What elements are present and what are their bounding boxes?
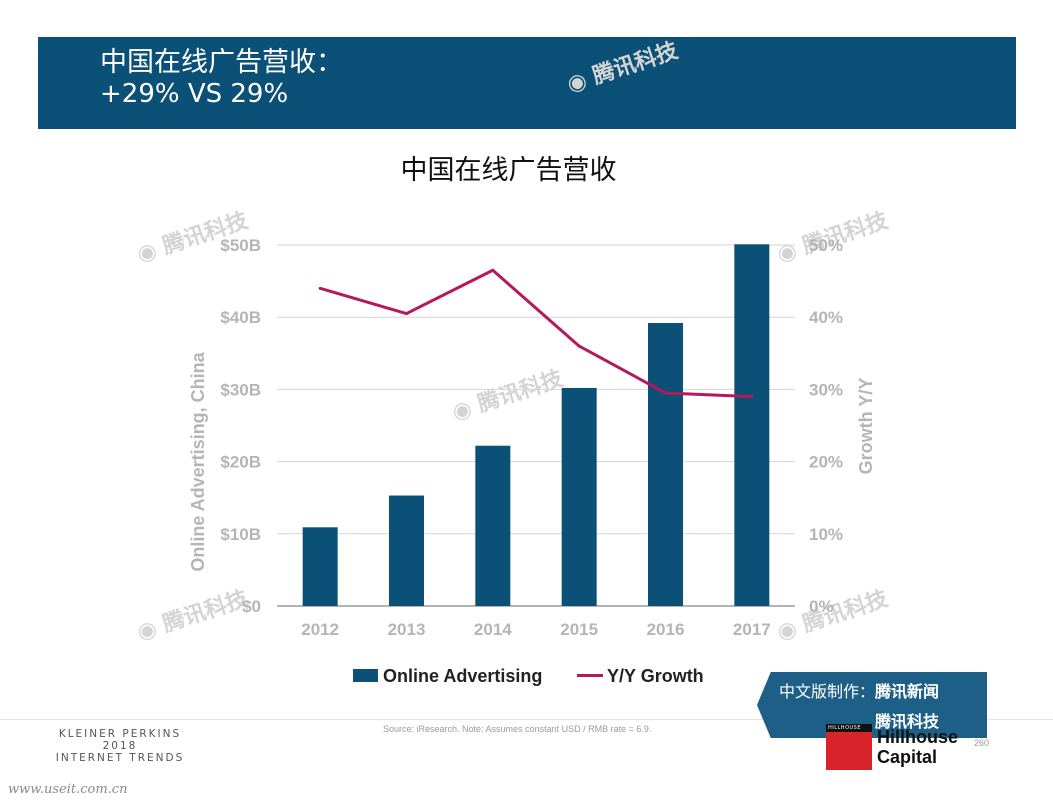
x-tick-label: 2015: [560, 620, 598, 639]
source-note: Source: iResearch. Note: Assumes constan…: [383, 724, 652, 734]
hillhouse-logo-icon: HILLHOUSE: [826, 724, 872, 770]
y-tick-label: $10B: [220, 525, 261, 544]
x-tick-label: 2012: [301, 620, 339, 639]
slide-subtitle: +29% VS 29%: [100, 79, 289, 109]
line-series: [318, 268, 754, 399]
line-point: [664, 391, 667, 395]
bar: [648, 322, 683, 606]
banner-brand-news: 腾讯新闻: [875, 682, 940, 701]
bar: [389, 495, 424, 606]
watermark-text: ◉ 腾讯科技: [449, 366, 567, 426]
brand-line3: INTERNET TRENDS: [55, 752, 185, 764]
y-axis-label: Online Advertising, China: [188, 351, 208, 571]
line-point: [405, 312, 408, 316]
line-point: [318, 286, 322, 290]
legend-label-online-advertising: Online Advertising: [383, 666, 542, 686]
watermark-group: ◉ 腾讯科技 ◉ 腾讯科技◉ 腾讯科技◉ 腾讯科技 ◉ 腾讯科技◉ 腾讯科技: [134, 38, 892, 646]
hillhouse-logo-small-text: HILLHOUSE: [828, 725, 861, 731]
kpcb-brand: KLEINER PERKINS 2018 INTERNET TRENDS: [50, 728, 190, 764]
y-tick-label: $0: [242, 597, 261, 616]
y2-axis-label: Growth Y/Y: [856, 378, 876, 475]
line-point: [491, 268, 495, 272]
y-tick-label: $40B: [220, 308, 261, 327]
page-number: 260: [974, 738, 990, 748]
y-tick-label: $20B: [220, 453, 261, 472]
y2-tick-label: 20%: [809, 453, 843, 472]
x-tick-label: 2013: [388, 620, 426, 639]
legend: Online Advertising Y/Y Growth: [353, 666, 704, 686]
x-tick-label: 2016: [647, 620, 685, 639]
y2-tick-label: 50%: [809, 236, 843, 255]
bar: [302, 527, 338, 606]
axis-ticks: $0 $10B $20B $30B $40B $50B 0% 10% 20% 30% 40% 50% 2…: [220, 236, 843, 639]
chinese-edition-banner: 中文版制作：腾讯新闻 腾讯科技: [757, 672, 987, 738]
y2-tick-label: 30%: [809, 380, 843, 399]
y2-tick-label: 10%: [809, 525, 843, 544]
hillhouse-name: Hillhouse Capital: [877, 727, 958, 767]
line-point: [750, 395, 754, 399]
bar-series: [302, 244, 770, 606]
title-banner: 中国在线广告营收： +29% VS 29%: [38, 37, 1016, 129]
hillhouse-line2: Capital: [877, 747, 938, 767]
watermark-text: ◉ 腾讯科技: [564, 38, 682, 98]
x-tick-label: 2017: [733, 620, 771, 639]
bar: [475, 445, 511, 606]
y2-tick-label: 40%: [809, 308, 843, 327]
legend-label-yy-growth: Y/Y Growth: [607, 666, 704, 686]
x-tick-label: 2014: [474, 620, 512, 639]
legend-bar-swatch: [353, 669, 378, 682]
brand-line2: 2018: [102, 740, 138, 752]
banner-prefix: 中文版制作：: [779, 682, 876, 701]
hillhouse-line1: Hillhouse: [877, 727, 959, 747]
growth-line: [319, 268, 752, 399]
y2-tick-label: 0%: [809, 597, 834, 616]
watermark-text: ◉ 腾讯科技: [134, 586, 252, 646]
line-point: [577, 344, 581, 348]
chart-title: 中国在线广告营收: [400, 155, 617, 186]
footer-divider: [0, 719, 1053, 720]
site-url: www.useit.com.cn: [8, 782, 128, 797]
brand-line1: KLEINER PERKINS: [58, 728, 182, 740]
bar: [734, 244, 770, 606]
y-tick-label: $50B: [220, 236, 261, 255]
gridlines: [277, 244, 795, 607]
y-tick-label: $30B: [220, 380, 261, 399]
banner-brand-tech: 腾讯科技: [875, 712, 940, 731]
slide-title: 中国在线广告营收：: [100, 47, 343, 78]
bar: [561, 387, 597, 606]
